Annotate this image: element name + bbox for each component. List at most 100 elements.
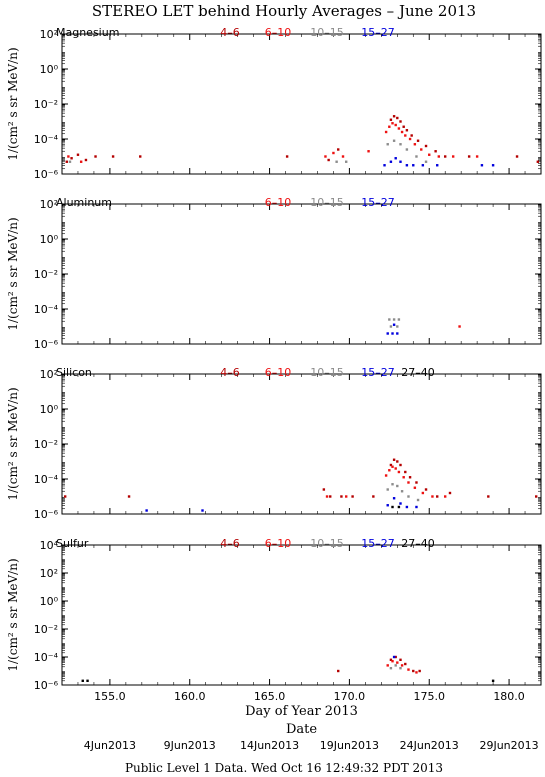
data-point (437, 155, 441, 158)
data-point (332, 151, 335, 155)
data-point (491, 164, 495, 167)
data-point (404, 134, 407, 137)
data-point (400, 664, 404, 667)
legend-label: 4–6 (220, 537, 240, 550)
element-label: Sulfur (56, 537, 89, 550)
data-point (404, 470, 407, 474)
y-tick-label: 10⁰ (40, 595, 59, 608)
y-tick-label: 10⁻⁶ (34, 168, 59, 181)
data-point (386, 664, 389, 667)
panels: 10² 10⁰ 10⁻² 10⁻⁴ 10⁻⁶ 1/(cm² s sr MeV/n) Magn… (6, 26, 542, 719)
data-point (111, 155, 115, 158)
data-point (127, 495, 131, 498)
legend-label: 6–10 (265, 26, 292, 39)
data-point (399, 502, 402, 505)
data-point (79, 160, 83, 163)
data-point (458, 325, 461, 328)
data-point (389, 658, 393, 661)
series-c15_27 (392, 655, 396, 659)
data-point (386, 488, 389, 491)
y-tick-label: 10⁻⁶ (34, 338, 59, 351)
element-label: Silicon (56, 366, 92, 379)
data-point (408, 137, 412, 141)
data-point (391, 122, 394, 125)
y-tick-label: 10⁰ (40, 403, 59, 416)
data-point (392, 115, 396, 118)
date-tick-label: 14Jun2013 (240, 739, 299, 752)
data-point (399, 658, 402, 661)
x-axis-label: Day of Year 2013 (245, 704, 358, 719)
data-point (396, 332, 399, 335)
data-point (201, 509, 204, 512)
plot-frame (61, 373, 542, 515)
legend-label: 15–27 (361, 196, 395, 209)
element-label: Magnesium (56, 26, 119, 39)
y-tick-label: 10⁻⁶ (34, 508, 59, 521)
data-point (491, 679, 495, 682)
data-point (431, 495, 434, 498)
data-point (480, 164, 484, 167)
data-point (415, 481, 418, 484)
y-tick-label: 10⁴ (40, 539, 59, 552)
data-point (415, 505, 418, 509)
data-point (421, 164, 425, 167)
x-tick-label: 170.0 (334, 690, 366, 703)
data-point (285, 155, 289, 158)
data-point (444, 155, 447, 158)
data-point (407, 495, 410, 498)
data-point (396, 460, 399, 463)
y-tick-label: 10² (40, 567, 58, 580)
data-point (386, 143, 389, 146)
element-label: Aluminum (56, 196, 112, 209)
data-point (436, 495, 439, 498)
legend-label: 6–10 (265, 366, 292, 379)
data-point (405, 129, 409, 132)
x-tick-label: 160.0 (174, 690, 206, 703)
data-point (337, 148, 340, 151)
data-point (388, 125, 391, 128)
y-tick-label: 10² (40, 368, 58, 381)
y-tick-label: 10⁻² (34, 623, 58, 636)
legend-label: 15–27 (361, 26, 395, 39)
data-point (413, 143, 417, 146)
data-point (391, 465, 394, 468)
data-point (389, 667, 393, 670)
y-tick-label: 10⁰ (40, 63, 59, 76)
data-point (415, 671, 418, 674)
data-point (397, 127, 401, 130)
data-point (400, 130, 404, 134)
data-point (392, 323, 396, 326)
y-tick-label: 10⁻⁴ (34, 473, 59, 486)
y-tick-label: 10⁻⁴ (34, 133, 59, 146)
data-point (424, 160, 428, 163)
data-point (322, 488, 326, 491)
data-point (404, 662, 407, 666)
data-point (402, 476, 405, 479)
series-c10_15 (389, 664, 402, 670)
chart-title: STEREO LET behind Hourly Averages – June… (92, 2, 476, 20)
y-tick-label: 10⁻⁴ (34, 651, 59, 664)
series-c4_6 (65, 115, 540, 163)
data-point (383, 164, 386, 167)
data-point (340, 495, 343, 498)
panel-sulfur: 10⁴ 10² 10⁰ 10⁻² 10⁻⁴ 10⁻⁶ 1/(cm² s sr MeV/n) S… (6, 537, 542, 719)
series-c6_10 (325, 465, 447, 498)
data-point (416, 498, 420, 502)
data-point (394, 123, 397, 127)
data-point (424, 488, 428, 491)
panel-silicon: 10² 10⁰ 10⁻² 10⁻⁴ 10⁻⁶ 1/(cm² s sr MeV/n) Sili… (6, 366, 542, 521)
data-point (444, 495, 447, 498)
legend-label: 4–6 (220, 366, 240, 379)
y-tick-label: 10⁻² (34, 98, 58, 111)
data-point (389, 160, 393, 163)
legend-label: 6–10 (265, 537, 292, 550)
data-point (467, 155, 471, 158)
data-point (394, 655, 397, 659)
legend-label: 15–27 (361, 366, 395, 379)
data-point (86, 679, 89, 682)
data-point (421, 491, 425, 495)
data-point (94, 155, 97, 158)
data-point (407, 481, 410, 484)
date-tick-label: 29Jun2013 (479, 739, 538, 752)
data-point (391, 332, 394, 335)
